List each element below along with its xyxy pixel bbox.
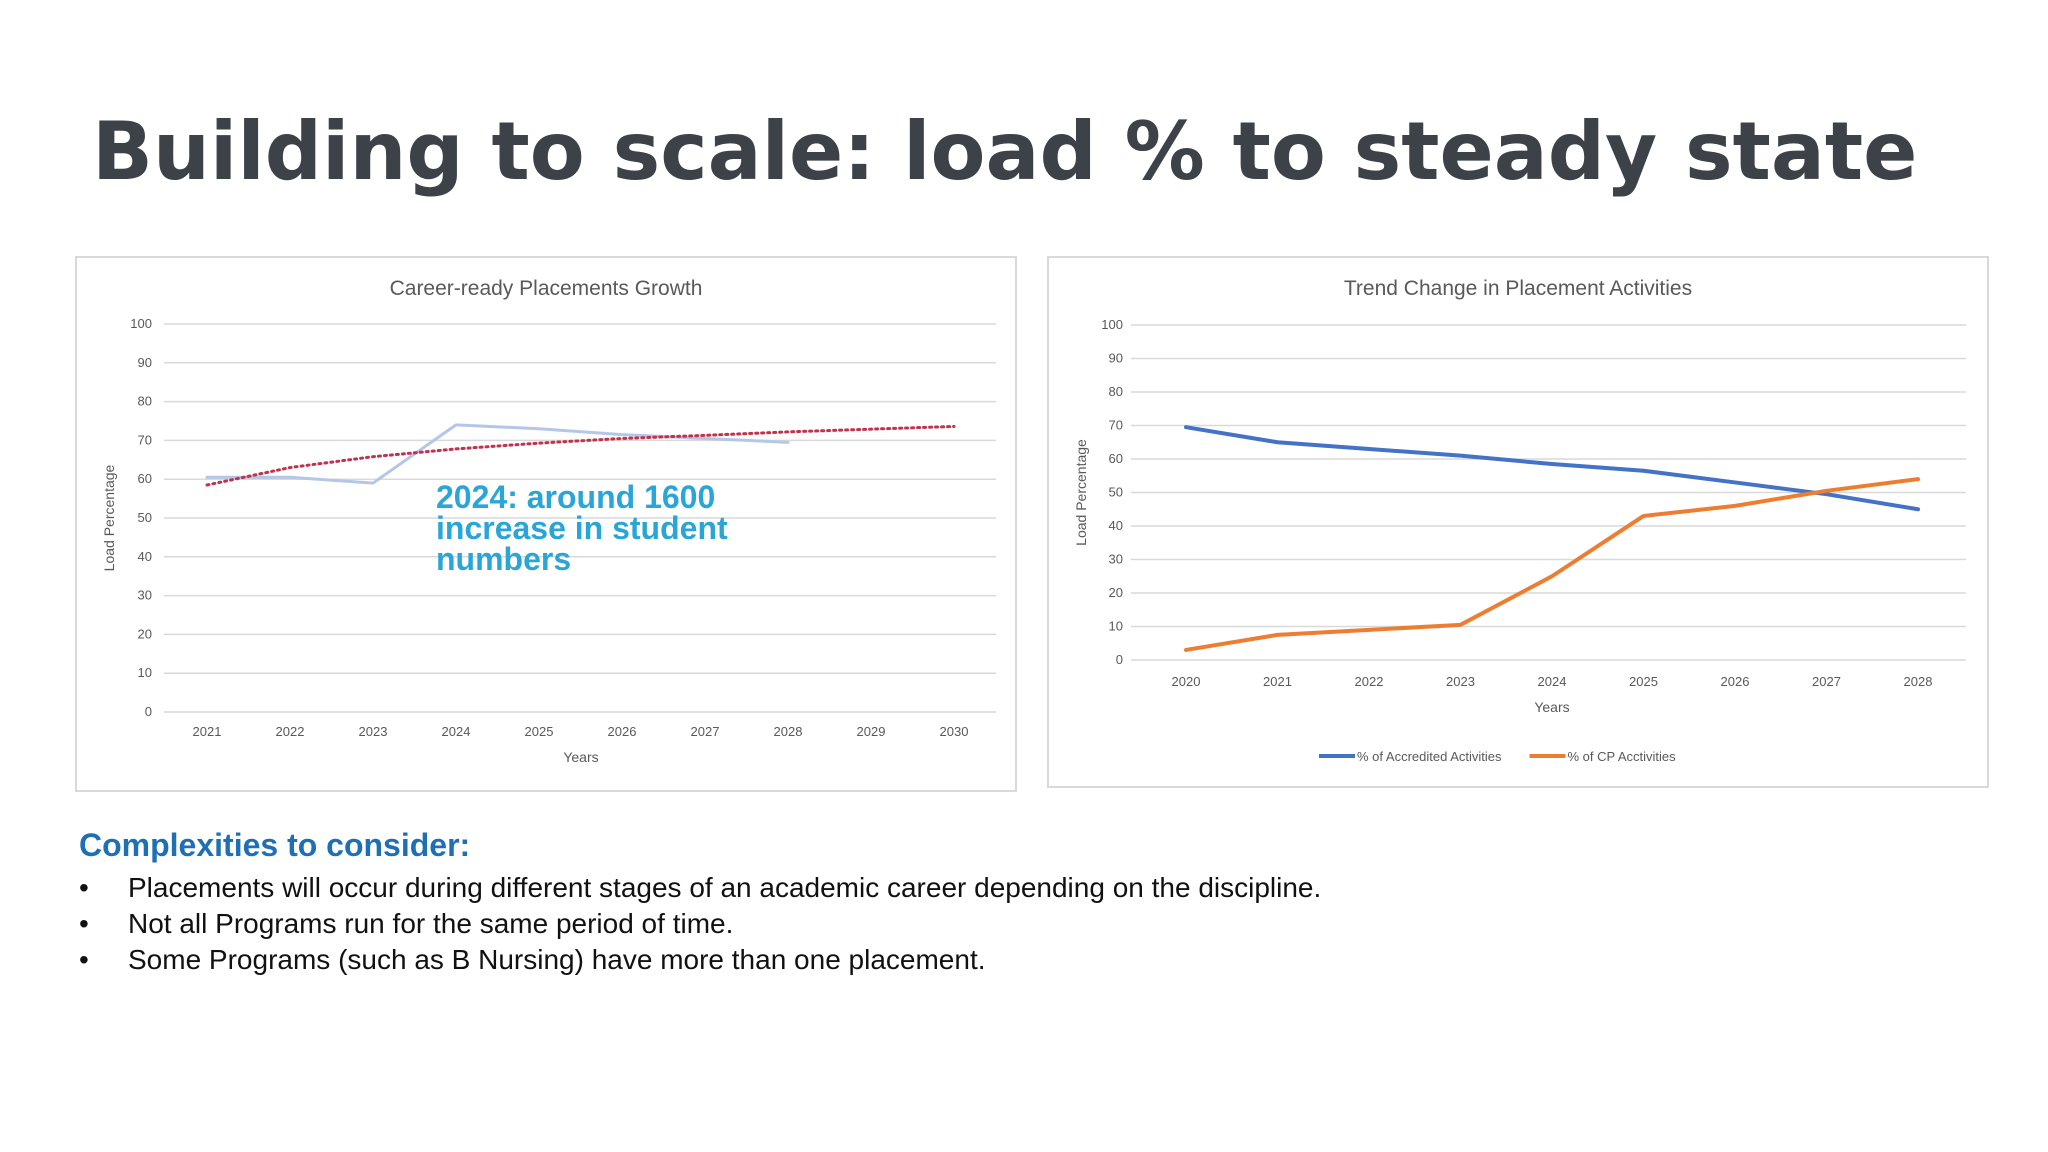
- y-tick-label: 20: [1109, 585, 1123, 600]
- legend-label: % of Accredited Activities: [1357, 749, 1502, 764]
- y-tick-label: 40: [138, 549, 152, 564]
- x-tick-label: 2028: [1904, 674, 1933, 689]
- complexities-section: Complexities to consider: • Placements wi…: [79, 826, 1979, 978]
- y-axis-label: Load Percentage: [101, 464, 117, 571]
- y-tick-label: 10: [1109, 619, 1123, 634]
- x-tick-label: 2023: [1446, 674, 1475, 689]
- complexity-item: • Some Programs (such as B Nursing) have …: [79, 942, 1979, 978]
- series-line: [205, 423, 790, 485]
- x-tick-label: 2030: [940, 724, 969, 739]
- x-tick-label: 2023: [359, 724, 388, 739]
- x-tick-label: 2028: [774, 724, 803, 739]
- y-tick-label: 10: [138, 665, 152, 680]
- y-tick-label: 90: [1109, 351, 1123, 366]
- y-tick-label: 70: [138, 432, 152, 447]
- y-tick-label: 60: [138, 471, 152, 486]
- x-tick-label: 2022: [1355, 674, 1384, 689]
- y-axis-label: Load Percentage: [1073, 439, 1089, 546]
- legend-label: % of CP Acctivities: [1568, 749, 1677, 764]
- x-axis-label: Years: [1534, 699, 1569, 715]
- series-line: [1184, 425, 1920, 512]
- complexity-text: Placements will occur during different s…: [128, 872, 1322, 903]
- y-tick-label: 40: [1109, 518, 1123, 533]
- chart-title: Trend Change in Placement Activities: [1344, 277, 1692, 300]
- y-tick-label: 80: [1109, 384, 1123, 399]
- x-tick-label: 2029: [857, 724, 886, 739]
- x-tick-label: 2021: [1263, 674, 1292, 689]
- complexity-item: • Not all Programs run for the same perio…: [79, 906, 1979, 942]
- x-tick-label: 2024: [442, 724, 471, 739]
- x-tick-label: 2022: [276, 724, 305, 739]
- trendline: [205, 424, 956, 487]
- slide-title: Building to scale: load % to steady stat…: [92, 105, 1918, 198]
- x-tick-label: 2027: [1812, 674, 1841, 689]
- chart-title: Career-ready Placements Growth: [390, 277, 703, 300]
- y-tick-label: 90: [138, 355, 152, 370]
- x-tick-label: 2026: [608, 724, 637, 739]
- y-tick-label: 100: [1101, 317, 1123, 332]
- y-tick-label: 0: [1116, 652, 1123, 667]
- career-ready-chart-svg: Career-ready Placements Growth0102030405…: [101, 277, 996, 765]
- complexity-text: Some Programs (such as B Nursing) have m…: [128, 944, 986, 975]
- bullet-icon: •: [79, 908, 89, 939]
- x-tick-label: 2021: [193, 724, 222, 739]
- placement-activities-chart: Trend Change in Placement Activities 0 10 2…: [1047, 256, 1989, 788]
- y-tick-label: 60: [1109, 451, 1123, 466]
- series-line: [1184, 477, 1920, 652]
- x-tick-label: 2025: [1629, 674, 1658, 689]
- x-tick-label: 2026: [1721, 674, 1750, 689]
- career-ready-placements-chart: Career-ready Placements Growth 0 10 20 30 40 5…: [75, 256, 1017, 792]
- x-tick-label: 2024: [1538, 674, 1567, 689]
- y-tick-label: 50: [138, 510, 152, 525]
- bullet-icon: •: [79, 872, 89, 903]
- placement-activities-chart-svg: Trend Change in Placement Activities 0 10 2…: [1073, 277, 1966, 764]
- x-tick-label: 2027: [691, 724, 720, 739]
- y-tick-label: 80: [138, 394, 152, 409]
- y-tick-label: 30: [138, 588, 152, 603]
- bullet-icon: •: [79, 944, 89, 975]
- complexities-heading: Complexities to consider:: [79, 827, 471, 863]
- complexities-list: • Placements will occur during different …: [79, 870, 1979, 978]
- complexity-text: Not all Programs run for the same period…: [128, 908, 734, 939]
- chart-annotation: 2024: around 1600 increase in student nu…: [436, 479, 728, 577]
- y-tick-label: 100: [130, 316, 152, 331]
- x-axis-label: Years: [563, 749, 598, 765]
- y-tick-label: 0: [145, 704, 152, 719]
- x-tick-label: 2025: [525, 724, 554, 739]
- y-tick-label: 70: [1109, 418, 1123, 433]
- y-tick-label: 50: [1109, 485, 1123, 500]
- x-tick-label: 2020: [1172, 674, 1201, 689]
- y-tick-label: 20: [138, 626, 152, 641]
- y-tick-label: 30: [1109, 552, 1123, 567]
- complexity-item: • Placements will occur during different …: [79, 870, 1979, 906]
